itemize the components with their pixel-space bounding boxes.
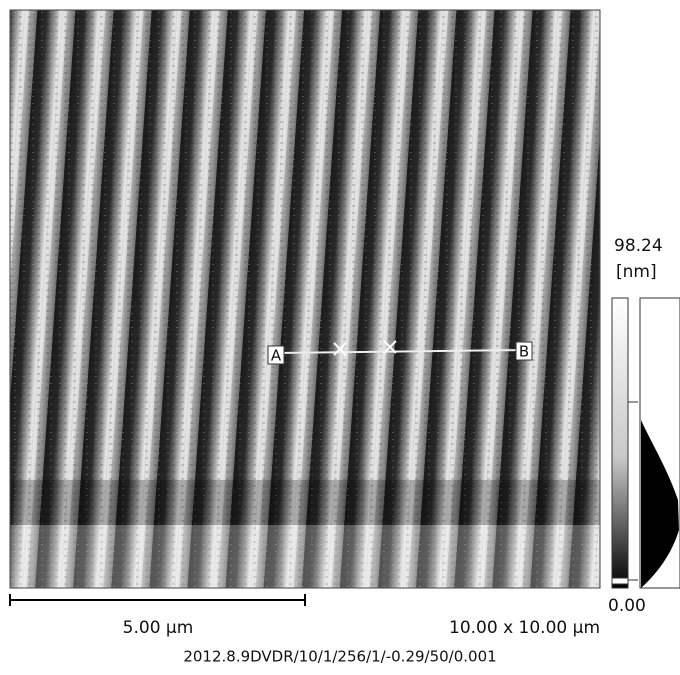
profile-start: A [271, 347, 282, 365]
profile-line: A B [267, 340, 533, 365]
scale-unit: [nm] [616, 262, 657, 282]
scale-min: 0.00 [608, 596, 646, 616]
profile-end: B [519, 343, 529, 361]
caption: 2012.8.9DVDR/10/1/256/1/-0.29/50/0.001 [183, 648, 496, 666]
image-size: 10.00 x 10.00 µm [449, 618, 600, 638]
afm-image [9, 9, 601, 589]
scale-max: 98.24 [614, 236, 663, 256]
scale-bar-label: 5.00 µm [123, 618, 194, 638]
color-scale: 98.24 [nm] 0.00 [608, 236, 680, 616]
scale-bar: 5.00 µm [9, 594, 306, 638]
